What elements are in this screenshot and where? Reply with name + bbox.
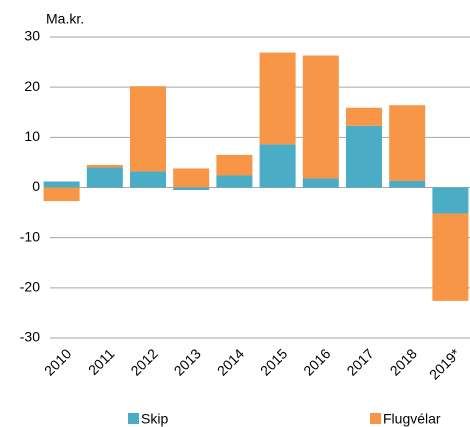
bar-segment bbox=[130, 171, 166, 188]
x-tick-label: 2017 bbox=[343, 345, 376, 378]
bar-segment bbox=[389, 105, 426, 181]
bar-segment bbox=[259, 52, 296, 145]
x-tick-label: 2018 bbox=[387, 345, 420, 378]
y-tick-label: -10 bbox=[20, 228, 40, 244]
y-tick-label: -20 bbox=[20, 279, 40, 295]
y-tick-label: 30 bbox=[24, 28, 40, 44]
bar-segment bbox=[302, 178, 339, 188]
x-tick-label: 2015 bbox=[257, 345, 290, 378]
legend-swatch bbox=[370, 413, 381, 424]
x-tick-label: 2011 bbox=[85, 345, 118, 378]
bar-segment bbox=[302, 55, 339, 179]
bar-segment bbox=[173, 168, 210, 188]
bar-segment bbox=[216, 154, 253, 176]
bar-segment bbox=[86, 164, 123, 168]
bar-segment bbox=[389, 180, 426, 188]
legend-label: Flugvélar bbox=[383, 411, 441, 427]
bar-segment bbox=[216, 175, 253, 188]
bar-segment bbox=[432, 187, 469, 214]
x-tick-label: 2014 bbox=[214, 345, 247, 378]
bar-segment bbox=[43, 181, 80, 188]
x-tick-label: 2019* bbox=[426, 345, 464, 383]
x-tick-label: 2016 bbox=[300, 345, 333, 378]
y-tick-label: -30 bbox=[20, 329, 40, 345]
y-axis-label: Ma.kr. bbox=[46, 11, 84, 27]
y-tick-label: 0 bbox=[32, 178, 40, 194]
x-tick-label: 2012 bbox=[127, 345, 160, 378]
x-tick-label: 2013 bbox=[171, 345, 204, 378]
bar-segment bbox=[346, 107, 382, 126]
bar-segment bbox=[130, 86, 166, 172]
bar-segment bbox=[259, 144, 296, 188]
y-tick-label: 10 bbox=[24, 128, 40, 144]
bar-segment bbox=[43, 187, 80, 202]
x-tick-label: 2010 bbox=[41, 345, 74, 378]
bar-segment bbox=[346, 125, 382, 188]
bar-segment bbox=[173, 187, 210, 191]
bar-segment bbox=[432, 213, 469, 301]
legend-swatch bbox=[128, 413, 139, 424]
y-tick-label: 20 bbox=[24, 78, 40, 94]
bar-segment bbox=[86, 167, 123, 188]
legend-label: Skip bbox=[141, 411, 168, 427]
